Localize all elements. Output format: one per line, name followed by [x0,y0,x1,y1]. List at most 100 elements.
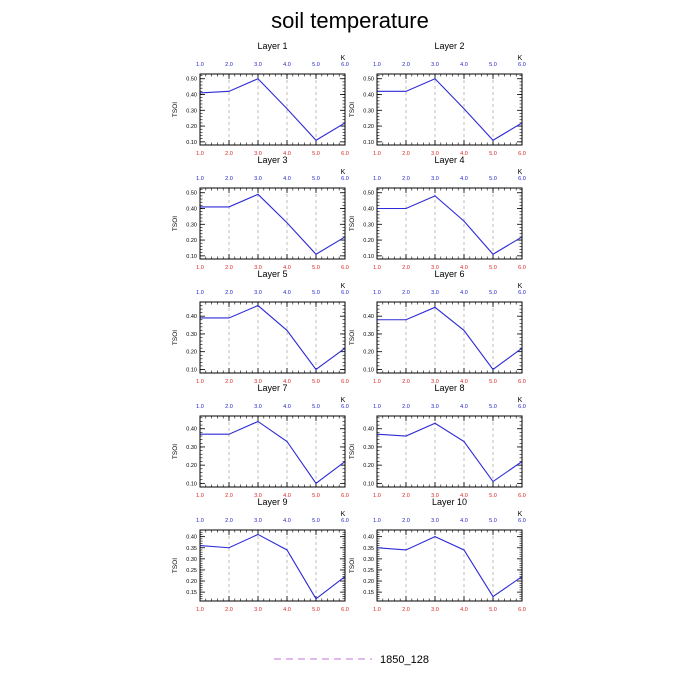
x-tick-label-bottom: 3.0 [254,265,262,271]
y-tick-label: 0.20 [186,579,197,585]
data-point [315,253,317,255]
x-tick-label-bottom: 3.0 [431,607,439,613]
y-tick-label: 0.10 [363,140,374,146]
data-point [492,139,494,141]
x-tick-label-bottom: 4.0 [460,607,468,613]
x-tick-label-top: 4.0 [460,176,468,182]
y-tick-label: 0.15 [186,590,197,596]
series-line [376,536,523,598]
panel-grid: Layer 1 1.0 1.0 2.0 2.0 3.0 3.0 4.0 4.0 5.0 5.0 6.0… [172,41,526,613]
x-tick-label-top: 5.0 [489,290,497,296]
x-tick-label-bottom: 3.0 [254,379,262,385]
panel-layer-1: Layer 1 1.0 1.0 2.0 2.0 3.0 3.0 4.0 4.0 5.0 5.0 6.0… [172,41,349,157]
y-tick-label: 0.20 [363,350,374,356]
plot-frame [199,529,346,602]
series-line [199,533,346,600]
y-tick-label: 0.10 [363,481,374,487]
y-tick-label: 0.30 [186,557,197,563]
plot-frame [199,73,346,146]
x-tick-label-top: 6.0 [341,290,349,296]
x-tick-label-top: 3.0 [254,176,262,182]
y-tick-label: 0.30 [186,445,197,451]
panel-title: Layer 9 [257,497,287,507]
y-tick-label: 0.30 [363,557,374,563]
series-line [200,304,346,371]
y-tick-label: 0.50 [363,191,374,197]
x-tick-label-bottom: 1.0 [196,493,204,499]
x-tick-label-top: 1.0 [373,290,381,296]
x-tick-label-bottom: 2.0 [402,607,410,613]
x-tick-label-bottom: 3.0 [254,151,262,157]
data-point [492,253,494,255]
x-tick-label-top: 5.0 [489,404,497,410]
data-point [286,549,288,551]
series-line [377,78,523,141]
legend-label: 1850_128 [380,654,429,666]
data-point [257,78,259,80]
plot-frame [376,529,523,602]
data-point [492,596,494,598]
x-tick-label-bottom: 2.0 [225,151,233,157]
data-point [286,440,288,442]
x-tick-label-top: 2.0 [402,404,410,410]
data-point [405,435,407,437]
x-tick-label-top: 5.0 [312,176,320,182]
y-tick-label: 0.30 [186,222,197,228]
x-tick-label-bottom: 1.0 [373,607,381,613]
x-tick-label-top: 3.0 [431,62,439,68]
y-tick-label: 0.20 [363,124,374,130]
panel-title: Layer 5 [257,269,287,279]
y-tick-label: 0.10 [186,481,197,487]
panel-layer-3: Layer 3 1.0 1.0 2.0 2.0 3.0 3.0 4.0 4.0 5.0 5.0 6.0… [172,155,349,271]
x-tick-label-bottom: 4.0 [460,265,468,271]
data-point [315,598,317,600]
top-axis-unit: K [341,169,346,176]
y-axis-label: TSOI [172,330,179,345]
plot-frame [376,73,523,146]
x-tick-label-top: 4.0 [283,62,291,68]
x-tick-label-bottom: 5.0 [489,607,497,613]
x-tick-label-bottom: 3.0 [431,265,439,271]
panel-layer-8: Layer 8 1.0 1.0 2.0 2.0 3.0 3.0 4.0 4.0 5.0 5.0 6.0… [349,383,526,499]
x-tick-label-top: 3.0 [254,518,262,524]
x-tick-label-bottom: 6.0 [341,151,349,157]
panel-title: Layer 3 [257,155,287,165]
x-tick-label-top: 6.0 [518,518,526,524]
y-tick-label: 0.30 [363,332,374,338]
x-tick-label-top: 6.0 [341,518,349,524]
x-tick-label-top: 4.0 [460,62,468,68]
x-tick-label-bottom: 1.0 [196,265,204,271]
top-axis-unit: K [341,283,346,290]
data-point [257,193,259,195]
x-tick-label-bottom: 5.0 [312,265,320,271]
plot-frame [199,415,346,488]
x-tick-label-bottom: 6.0 [341,265,349,271]
x-tick-label-bottom: 6.0 [341,379,349,385]
y-tick-label: 0.20 [186,124,197,130]
x-tick-label-top: 2.0 [225,404,233,410]
x-tick-label-bottom: 6.0 [518,379,526,385]
y-tick-label: 0.40 [363,93,374,99]
x-tick-label-top: 2.0 [402,290,410,296]
x-tick-label-top: 5.0 [489,62,497,68]
x-tick-label-top: 1.0 [196,176,204,182]
y-tick-label: 0.30 [363,108,374,114]
x-tick-label-top: 3.0 [431,518,439,524]
series-line [376,422,523,483]
data-point [434,78,436,80]
data-point [492,481,494,483]
x-tick-label-top: 3.0 [254,290,262,296]
y-axis-label: TSOI [172,558,179,573]
panel-layer-4: Layer 4 1.0 1.0 2.0 2.0 3.0 3.0 4.0 4.0 5.0 5.0 6.0… [349,155,526,271]
x-tick-label-bottom: 3.0 [431,151,439,157]
x-tick-label-top: 5.0 [312,62,320,68]
x-tick-label-top: 5.0 [312,518,320,524]
series-line [200,420,346,485]
y-tick-label: 0.10 [363,254,374,260]
x-tick-label-top: 6.0 [341,62,349,68]
x-tick-label-top: 3.0 [431,404,439,410]
data-point [228,90,230,92]
x-tick-label-top: 4.0 [460,290,468,296]
y-tick-label: 0.40 [363,427,374,433]
panel-title: Layer 6 [434,269,464,279]
